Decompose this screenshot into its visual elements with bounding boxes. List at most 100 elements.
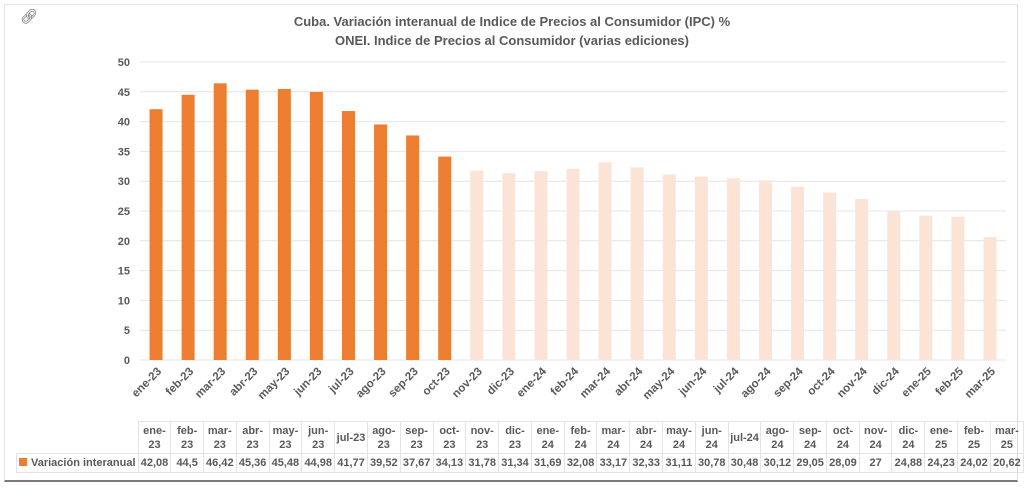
- legend-key-swatch: [19, 458, 27, 466]
- header-line-1: jun-: [308, 424, 329, 437]
- header-line-2: 23: [279, 438, 292, 451]
- data-table-header-cell: sep- 23: [399, 421, 434, 454]
- bar-sep-23: [406, 135, 420, 360]
- data-table-header-cell: feb- 24: [563, 421, 598, 454]
- bar-mar-24: [598, 162, 612, 360]
- header-line-1: oct-: [832, 424, 854, 437]
- y-tick-label: 45: [118, 87, 130, 99]
- header-line-1: abr-: [635, 424, 657, 437]
- legend-label: Variación interanual: [31, 457, 136, 469]
- bar-feb-24: [566, 168, 580, 360]
- header-line-2: 23: [181, 438, 194, 451]
- data-table-header-cell: feb- 25: [957, 421, 991, 454]
- data-table-header-cell: jun- 24: [694, 421, 729, 454]
- bar-jul-23: [341, 111, 355, 360]
- header-line-1: abr-: [242, 424, 263, 437]
- x-tick-label: oct-24: [805, 365, 838, 398]
- data-table-header-cell: mar- 24: [596, 421, 631, 454]
- header-line-2: 23: [476, 438, 489, 451]
- x-tick-label: nov-24: [835, 365, 870, 400]
- header-line-2: 24: [869, 438, 882, 451]
- header-line-1: feb-: [570, 424, 591, 437]
- x-tick-label: sep-24: [771, 365, 806, 400]
- header-line-1: ago-: [765, 424, 789, 437]
- data-table-header-cell: feb- 23: [170, 421, 204, 454]
- chart-title: Cuba. Variación interanual de Indice de …: [293, 14, 731, 29]
- data-table-value-cell: 42,08: [137, 453, 172, 473]
- header-line-1: mar-: [995, 424, 1019, 437]
- data-table-header-cell: dic- 24: [891, 421, 926, 454]
- data-table-value-cell: 46,42: [202, 453, 237, 473]
- header-line-1: nov-: [470, 424, 494, 437]
- header-line-1: jun-: [701, 424, 722, 437]
- legend-entry: Variación interanual: [16, 453, 139, 473]
- header-line-2: 23: [246, 438, 259, 451]
- data-table-header-cell: mar- 23: [202, 421, 237, 454]
- header-line-2: 24: [607, 438, 620, 451]
- x-tick-label: ene-24: [515, 365, 550, 400]
- x-tick-label: ene-23: [130, 366, 164, 400]
- x-tick-label: feb-24: [549, 365, 582, 398]
- header-line-2: 24: [771, 438, 784, 451]
- header-line-1: ene-: [143, 424, 166, 437]
- x-tick-label: dic-24: [870, 365, 902, 397]
- data-table-header-cell: jul-24: [727, 421, 762, 454]
- data-table-header-row: ene- 23 feb- 23 mar- 23 abr- 23 may- 23 jun- 23 jul-…: [16, 421, 1024, 454]
- x-tick-label: ene-25: [900, 365, 935, 400]
- header-line-1: feb-: [963, 424, 985, 437]
- bar-jun-24: [694, 176, 708, 360]
- data-table-value-cell: 32,33: [629, 453, 664, 473]
- x-tick-label: ago-23: [354, 366, 389, 401]
- header-line-2: 23: [312, 438, 325, 451]
- data-table-value-cell: 24,02: [957, 453, 991, 473]
- data-table-header-cell: ene- 24: [530, 421, 565, 454]
- data-table: ene- 23 feb- 23 mar- 23 abr- 23 may- 23 jun- 23 jul-…: [16, 421, 1024, 473]
- data-table-header-cell: dic- 23: [498, 421, 532, 454]
- data-table-value-cell: 30,48: [727, 453, 762, 473]
- bar-dic-24: [887, 211, 901, 360]
- data-table-header-cell: may- 24: [662, 421, 696, 454]
- data-table-header-cell: may- 23: [268, 421, 303, 454]
- data-table-header-cell: oct- 23: [432, 421, 467, 454]
- data-table-header-cell: ago- 23: [366, 421, 401, 454]
- bar-oct-24: [823, 192, 837, 360]
- x-tick-label: may-24: [641, 365, 678, 402]
- data-table-value-cell: 31,34: [498, 453, 532, 473]
- header-line-2: 24: [705, 438, 718, 451]
- header-line-1: mar-: [601, 424, 626, 437]
- data-table-header-cell: ago- 24: [760, 421, 795, 454]
- header-line-1: dic-: [898, 424, 919, 437]
- data-table-value-cell: 32,08: [563, 453, 598, 473]
- data-table-value-cell: 28,09: [826, 453, 860, 473]
- header-line-2: 23: [508, 438, 522, 451]
- y-tick-label: 35: [118, 146, 130, 158]
- bar-ene-24: [534, 171, 548, 360]
- header-line-1: jul-23: [336, 431, 366, 444]
- header-line-1: may-: [272, 424, 299, 437]
- header-line-1: dic-: [505, 424, 525, 437]
- bar-mar-25: [983, 237, 997, 360]
- data-table-value-cell: 30,78: [694, 453, 729, 473]
- bar-sep-24: [791, 186, 805, 360]
- header-line-1: jul-24: [730, 431, 759, 444]
- header-line-1: ene-: [536, 424, 560, 437]
- header-line-1: ago-: [372, 424, 396, 437]
- bar-feb-23: [181, 94, 195, 360]
- data-table-value-cell: 41,77: [334, 453, 368, 473]
- link-icon: 🔗︎: [20, 8, 38, 24]
- x-tick-label: mar-24: [578, 365, 614, 401]
- data-table-value-cell: 24,23: [924, 453, 959, 473]
- bar-feb-25: [951, 216, 965, 360]
- data-table-value-cell: 20,62: [989, 453, 1024, 473]
- header-line-1: sep-: [405, 424, 428, 437]
- data-table-value-cell: 44,98: [301, 453, 336, 473]
- y-axis: 0 5 10 15 20 25 30 35 40 45 50: [118, 57, 130, 367]
- data-table-value-cell: 29,05: [793, 453, 828, 473]
- data-table-header-cell: oct- 24: [826, 421, 860, 454]
- header-line-2: 25: [935, 438, 948, 451]
- x-tick-label: ago-24: [739, 365, 774, 400]
- data-table-value-cell: 45,48: [268, 453, 303, 473]
- bar-jul-24: [726, 178, 740, 360]
- y-tick-label: 15: [118, 266, 130, 278]
- header-line-2: 24: [804, 438, 817, 451]
